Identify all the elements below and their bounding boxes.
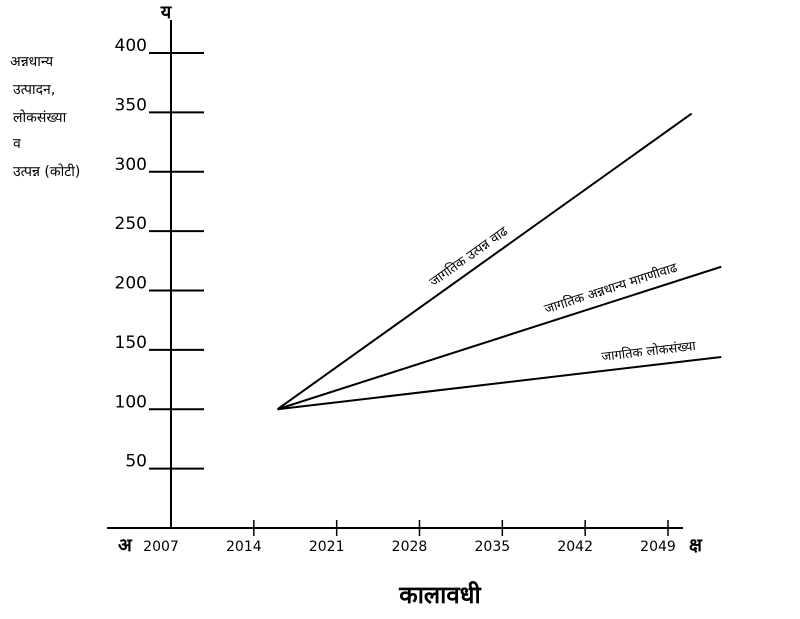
y-tick-label: 400	[115, 36, 147, 56]
y-axis-title-line: उत्पादन,	[13, 82, 55, 98]
x-tick-label: 2007	[143, 539, 179, 555]
series-line	[277, 265, 722, 411]
y-ticks: 50 100 150 200 250 300 350 400	[115, 36, 204, 472]
series: जागतिक उत्पन्न वाढ जागतिक अन्नधान्य मागणी…	[276, 112, 722, 411]
x-axis-letter: क्ष	[689, 535, 703, 556]
x-ticks: 2007 2014 2021 2028 2035 2042 2049	[143, 520, 676, 555]
series-label-group: जागतिक अन्नधान्य मागणीवाढ	[542, 260, 679, 318]
series-label-group: जागतिक उत्पन्न वाढ	[427, 223, 512, 290]
y-axis-title: अन्नधान्य उत्पादन, लोकसंख्या व उत्पन्न (कोटी…	[10, 54, 80, 180]
origin-letter: अ	[118, 535, 133, 556]
x-tick-label: 2035	[475, 539, 511, 555]
series-line	[277, 356, 722, 411]
y-axis-title-line: उत्पन्न (कोटी)	[13, 163, 80, 180]
y-tick-label: 50	[125, 452, 147, 472]
y-axis-title-line: अन्नधान्य	[10, 54, 54, 70]
y-axis-letter: य	[160, 2, 173, 23]
x-tick-label: 2021	[309, 539, 345, 555]
y-tick-label: 250	[115, 214, 147, 234]
x-tick-label: 2049	[640, 539, 676, 555]
x-tick-label: 2042	[557, 539, 593, 555]
y-tick-label: 300	[115, 155, 147, 175]
y-tick-label: 350	[115, 95, 147, 115]
y-axis-title-line: व	[13, 136, 21, 152]
y-tick-label: 100	[115, 392, 147, 412]
series-line	[276, 112, 693, 411]
series-label: जागतिक अन्नधान्य मागणीवाढ	[542, 260, 679, 318]
y-tick-label: 200	[115, 274, 147, 294]
series-label: जागतिक उत्पन्न वाढ	[427, 223, 512, 290]
x-tick-label: 2014	[226, 539, 262, 555]
x-tick-label: 2028	[392, 539, 428, 555]
x-axis-title: कालावधी	[398, 581, 481, 609]
y-tick-label: 150	[115, 333, 147, 353]
y-axis-title-line: लोकसंख्या	[13, 109, 67, 126]
